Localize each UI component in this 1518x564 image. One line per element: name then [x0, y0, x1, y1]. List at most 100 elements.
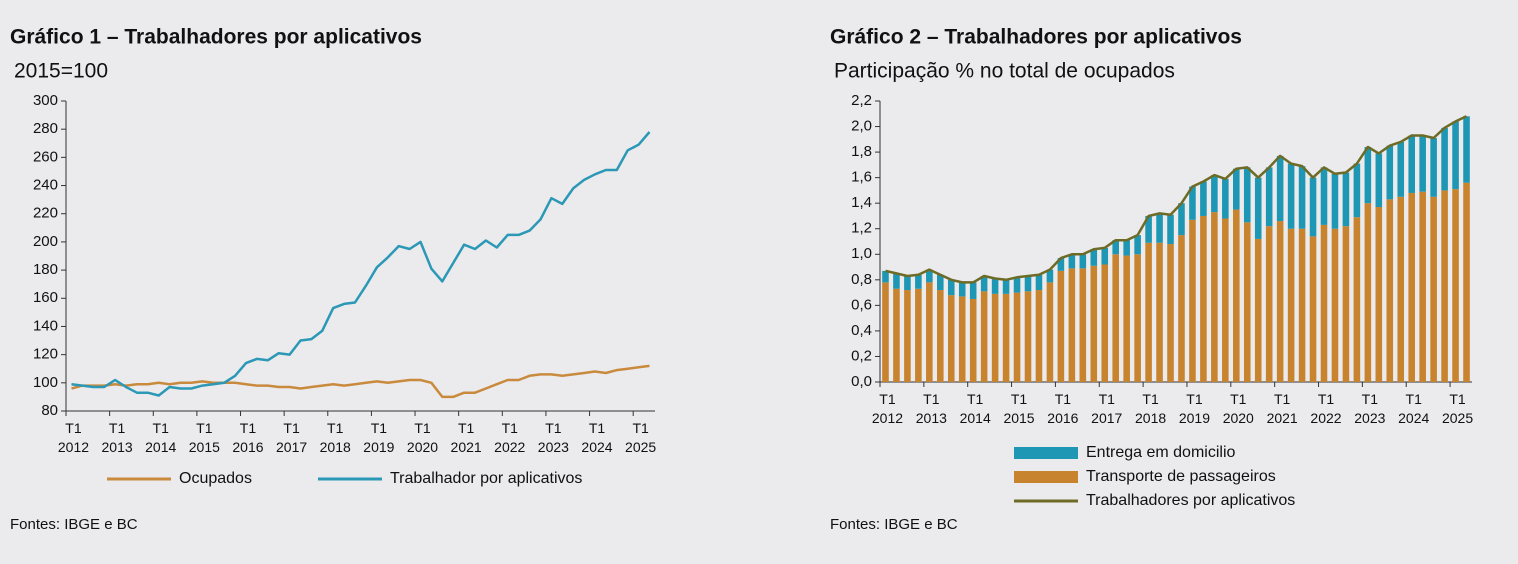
legend-label: Transporte de passageiros	[1086, 468, 1276, 485]
y-tick-label: 280	[33, 120, 58, 137]
bar	[1178, 203, 1185, 236]
bar	[1254, 238, 1262, 382]
bar	[1276, 155, 1284, 222]
x-tick-label: T1 2012	[871, 391, 904, 426]
x-tick-label: T1 2012	[57, 420, 90, 455]
bar	[926, 269, 933, 283]
bar	[980, 291, 988, 382]
bar	[969, 282, 977, 299]
x-tick-label: T1 2024	[1398, 391, 1430, 426]
bar	[1430, 196, 1437, 382]
bar	[1035, 290, 1043, 382]
bar	[1079, 268, 1087, 382]
legend-label: Trabalhador por aplicativos	[390, 470, 582, 487]
bar	[1320, 224, 1328, 382]
x-tick-label: T1 2017	[1091, 391, 1123, 426]
bar	[1079, 254, 1087, 269]
bar	[926, 282, 933, 382]
bar	[1452, 121, 1459, 190]
x-tick-label: T1 2024	[581, 420, 613, 455]
y-tick-label: 1,2	[851, 220, 872, 237]
bar	[1353, 217, 1361, 382]
y-tick-label: 80	[41, 402, 58, 419]
bar	[1397, 141, 1405, 197]
y-tick-label: 1,4	[851, 194, 872, 211]
x-tick-label: T1 2022	[494, 420, 526, 455]
bar	[1243, 167, 1251, 223]
bar	[1222, 178, 1229, 219]
bar	[1046, 269, 1054, 283]
bar	[1419, 191, 1426, 382]
bar	[1331, 228, 1339, 382]
x-tick-label: T1 2021	[450, 420, 482, 455]
x-tick-label: T1 2020	[406, 420, 439, 455]
bar	[882, 282, 889, 382]
y-tick-label: 2,2	[851, 92, 872, 109]
bar	[1002, 279, 1010, 294]
bar	[1156, 213, 1163, 243]
bar	[1123, 240, 1130, 256]
bar	[1375, 207, 1383, 382]
bar	[1452, 189, 1459, 382]
y-tick-label: 200	[33, 233, 58, 250]
bar	[1013, 277, 1021, 293]
y-tick-label: 300	[33, 92, 58, 109]
x-tick-label: T1 2014	[959, 391, 991, 426]
legend-label: Ocupados	[179, 470, 252, 487]
bar	[1200, 215, 1207, 382]
bar	[1156, 242, 1163, 382]
bar	[1145, 242, 1152, 382]
bar	[1265, 167, 1273, 227]
bar	[1309, 177, 1317, 237]
bar	[1287, 163, 1295, 229]
chart-title: Gráfico 2 – Trabalhadores por aplicativo…	[830, 26, 1242, 49]
bar	[1463, 116, 1470, 183]
y-tick-label: 160	[33, 289, 58, 306]
bar	[1112, 254, 1119, 382]
x-tick-label: T1 2017	[276, 420, 308, 455]
bar	[1233, 168, 1240, 210]
legend-swatch	[1014, 471, 1078, 483]
bar	[1265, 226, 1273, 382]
bar	[915, 288, 922, 382]
bar	[1342, 226, 1350, 382]
chart-title: Gráfico 1 – Trabalhadores por aplicativo…	[10, 26, 422, 49]
bar	[1134, 254, 1141, 382]
bar	[1331, 173, 1339, 229]
bar	[882, 270, 889, 283]
x-tick-label: T1 2021	[1266, 391, 1298, 426]
bar	[1397, 196, 1405, 382]
bar	[1013, 292, 1021, 382]
bar	[1364, 146, 1372, 204]
bar	[1254, 177, 1262, 239]
bar	[991, 293, 999, 382]
bar	[969, 298, 977, 382]
chart-subtitle: 2015=100	[14, 60, 108, 83]
y-tick-label: 1,0	[851, 245, 872, 262]
chart-subtitle: Participação % no total de ocupados	[834, 60, 1175, 83]
bar	[1233, 209, 1240, 382]
bar	[958, 282, 966, 297]
x-tick-label: T1 2018	[319, 420, 351, 455]
bar	[1364, 203, 1372, 382]
x-tick-label: T1 2020	[1222, 391, 1254, 426]
x-tick-label: T1 2019	[363, 420, 395, 455]
y-tick-label: 140	[33, 317, 58, 334]
bar	[1024, 275, 1032, 292]
bar	[1463, 182, 1470, 382]
y-tick-label: 0,6	[851, 296, 872, 313]
legend-label: Trabalhadores por aplicativos	[1086, 492, 1295, 509]
source: Fontes: IBGE e BC	[830, 516, 958, 533]
x-tick-label: T1 2014	[145, 420, 177, 455]
y-tick-label: 1,6	[851, 169, 872, 186]
bar	[1408, 192, 1415, 382]
bar	[958, 296, 966, 382]
y-tick-label: 260	[33, 148, 58, 165]
y-tick-label: 240	[33, 177, 58, 194]
x-tick-label: T1 2016	[1047, 391, 1079, 426]
bar	[1068, 268, 1076, 382]
bar	[1276, 221, 1284, 382]
bar	[1178, 235, 1185, 382]
bar	[1298, 166, 1306, 229]
